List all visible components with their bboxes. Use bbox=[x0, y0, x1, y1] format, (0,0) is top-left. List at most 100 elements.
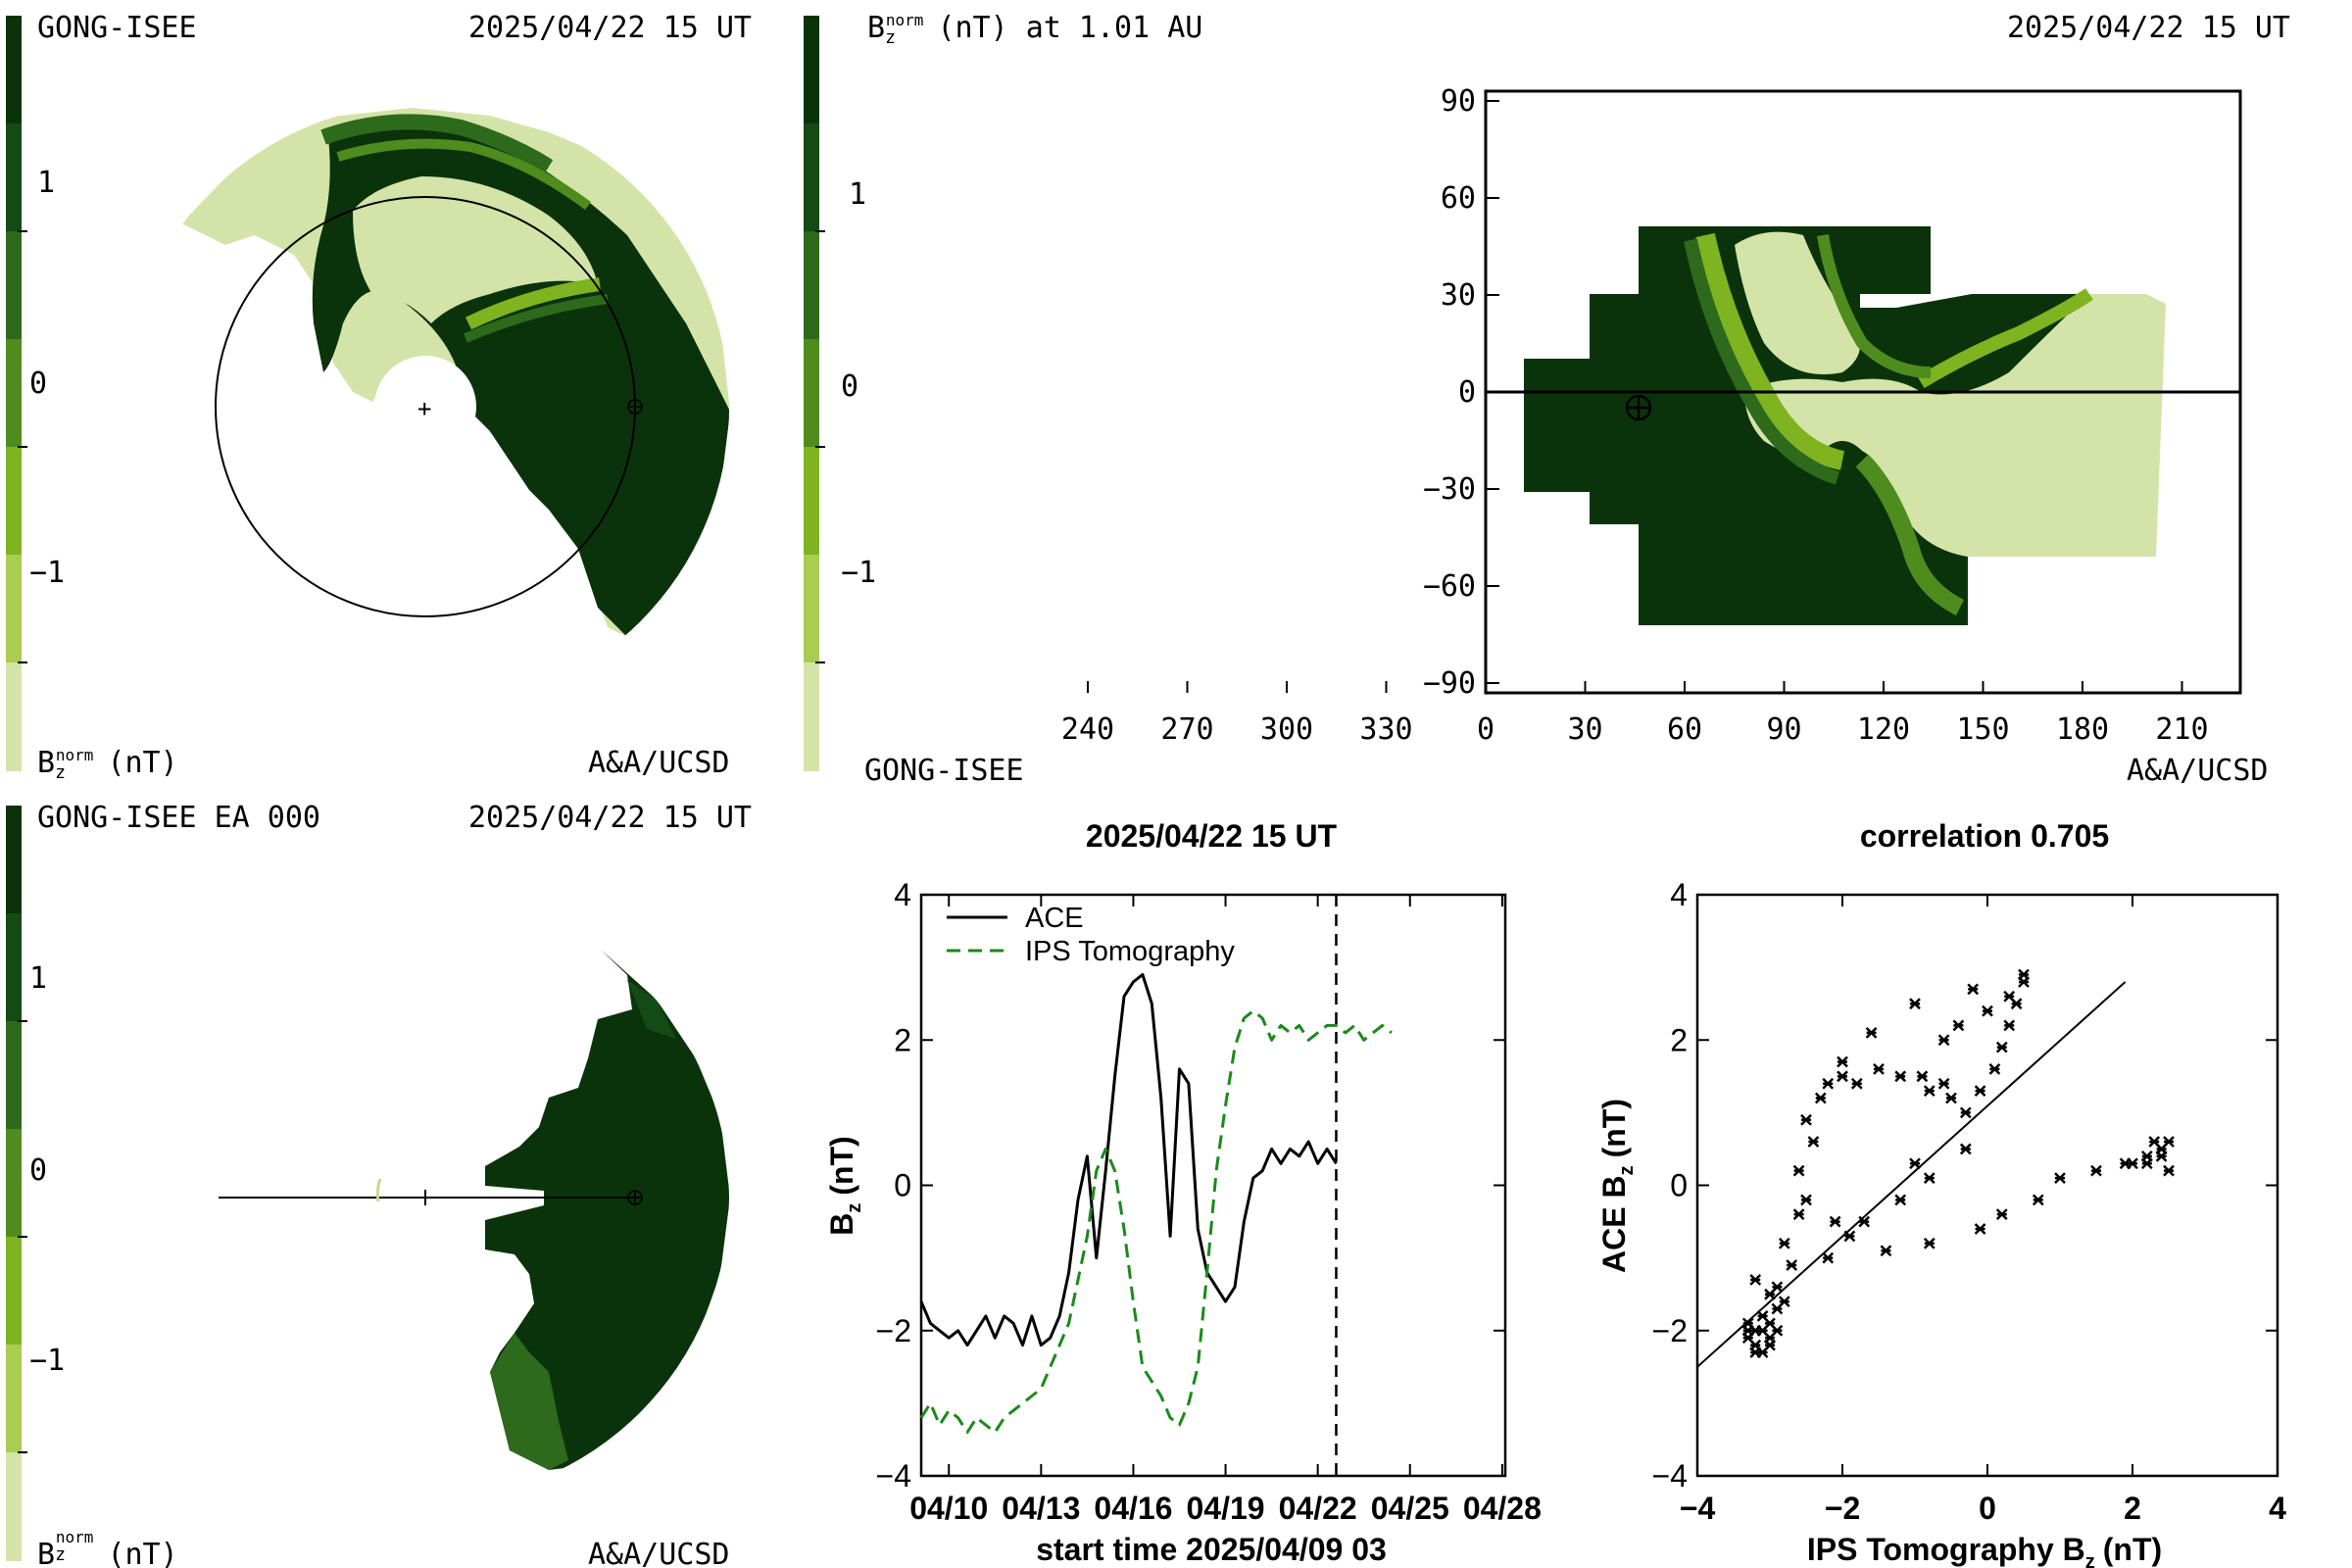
sc-data-point bbox=[1923, 1172, 1936, 1184]
sc-data-point bbox=[1771, 1281, 1784, 1294]
sc-data-point bbox=[1822, 1251, 1835, 1264]
tr-fill-pale-1 bbox=[1735, 231, 1860, 374]
tl-datetime-label: 2025/04/22 15 UT bbox=[468, 11, 752, 45]
sc-ylabel: ACE Bz(nT) bbox=[1596, 1099, 1638, 1273]
sc-data-point bbox=[1756, 1347, 1769, 1358]
sc-data-point bbox=[1807, 1136, 1820, 1148]
tr-bar-segment-3 bbox=[804, 339, 819, 448]
tr-xtick-label: 0 bbox=[1477, 712, 1494, 747]
sc-data-point bbox=[1974, 1085, 1986, 1098]
bl-bar-segment-1 bbox=[6, 913, 22, 1022]
tl-credit-label: A&A/UCSD bbox=[588, 746, 730, 780]
sc-xtick-label: −2 bbox=[1825, 1491, 1860, 1526]
tr-bar-segment-0 bbox=[804, 16, 819, 124]
tr-colorbar bbox=[804, 16, 825, 771]
tr-colorbar-tick-minus1: −1 bbox=[841, 556, 876, 590]
sc-data-point bbox=[1995, 1208, 2008, 1221]
tr-bar-segment-6 bbox=[804, 662, 819, 771]
tr-bar-segment-1 bbox=[804, 123, 819, 232]
tl-earth-marker bbox=[627, 399, 643, 415]
tr-earth-marker bbox=[1625, 394, 1652, 421]
tr-xtick-label: 330 bbox=[1359, 712, 1412, 747]
tl-bar-segment-0 bbox=[6, 16, 22, 124]
ts-xtick-label: 04/28 bbox=[1463, 1491, 1542, 1526]
tl-colorbar-tick-minus1: −1 bbox=[29, 556, 65, 590]
sc-data-point bbox=[1792, 1208, 1805, 1221]
tr-colorbar-tick-0: 0 bbox=[841, 369, 858, 404]
tr-contour-band-3 bbox=[1855, 454, 1965, 616]
tr-contour-band-1 bbox=[1695, 232, 1845, 470]
ts-ytick-label: 2 bbox=[894, 1022, 911, 1057]
tr-y-axis: 90 60 30 0 −30 −60 −90 bbox=[1423, 84, 1499, 701]
ts-xlabel: start time 2025/04/09 03 bbox=[1036, 1532, 1387, 1567]
tr-xtick-label: 210 bbox=[2155, 712, 2208, 747]
tl-contour-band-4 bbox=[464, 294, 609, 343]
ts-xtick-label: 04/22 bbox=[1279, 1491, 1357, 1526]
sc-data-point bbox=[2163, 1164, 2175, 1177]
tl-contour-band-3 bbox=[465, 277, 601, 330]
sc-data-point bbox=[1843, 1230, 1856, 1243]
sc-data-point bbox=[2032, 1194, 2044, 1206]
ts-series-ace-line bbox=[919, 973, 1338, 1348]
bl-source-label: GONG-ISEE EA 000 bbox=[37, 801, 320, 835]
tr-fill-pale-2 bbox=[1744, 294, 2166, 557]
sc-xtick-label: 2 bbox=[2124, 1491, 2141, 1526]
sc-data-point bbox=[1937, 1034, 1950, 1047]
tr-contour-band-2 bbox=[1684, 238, 1840, 485]
tl-bar-segment-5 bbox=[6, 555, 22, 663]
ts-legend-ace-label: ACE bbox=[1025, 903, 1084, 934]
sc-axes: 4 2 0 −2 −4−4 −2 0 2 4 bbox=[1652, 877, 2287, 1526]
sc-data-point bbox=[1865, 1026, 1878, 1039]
sc-data-point bbox=[1778, 1296, 1790, 1307]
bl-fill-dark bbox=[485, 949, 729, 1470]
sc-ytick-label: −2 bbox=[1652, 1313, 1688, 1348]
sc-xtick-label: 0 bbox=[1979, 1491, 1996, 1526]
tr-ytick-label: 30 bbox=[1441, 278, 1476, 313]
sc-data-point bbox=[1988, 1063, 2001, 1075]
sc-data-point bbox=[1850, 1077, 1863, 1090]
sc-data-point bbox=[1873, 1063, 1885, 1075]
tr-contour-band-4 bbox=[1917, 288, 2093, 389]
ts-ytick-label: 4 bbox=[894, 877, 911, 912]
bl-bar-segment-3 bbox=[6, 1129, 22, 1238]
bl-colorbar bbox=[6, 806, 27, 1561]
tl-bar-segment-1 bbox=[6, 123, 22, 232]
tl-inner-hole bbox=[374, 356, 476, 458]
ts-xtick-label: 04/19 bbox=[1187, 1491, 1265, 1526]
bl-earth-marker bbox=[627, 1190, 643, 1205]
sc-xtick-label: −4 bbox=[1680, 1491, 1716, 1526]
tl-fill-pale-inner bbox=[353, 176, 598, 323]
tr-credit-label: A&A/UCSD bbox=[2127, 754, 2269, 788]
sc-plot-frame bbox=[1695, 893, 2279, 1478]
sc-data-point bbox=[1937, 1077, 1950, 1090]
tr-datetime-label: 2025/04/22 15 UT bbox=[2007, 11, 2290, 45]
tr-ytick-label: −90 bbox=[1423, 666, 1476, 701]
sc-data-point bbox=[1800, 1113, 1812, 1126]
sc-data-point bbox=[1909, 998, 1921, 1010]
sc-data-point bbox=[1771, 1324, 1784, 1337]
sc-ytick-label: 2 bbox=[1670, 1022, 1688, 1057]
bl-colorbar-tick-0: 0 bbox=[29, 1153, 47, 1188]
sc-ytick-label: −4 bbox=[1652, 1458, 1688, 1494]
sc-data-point bbox=[2003, 1019, 2016, 1032]
ts-ytick-label: 0 bbox=[894, 1168, 911, 1203]
tl-fill-dark-lower bbox=[470, 284, 729, 637]
tr-xtick-label: 150 bbox=[1956, 712, 2009, 747]
tl-contour-band-2 bbox=[336, 138, 591, 211]
tl-colorbar-tick-0: 0 bbox=[29, 367, 47, 401]
tr-colorbar-tick-1: 1 bbox=[849, 177, 866, 212]
sc-data-point bbox=[2127, 1157, 2138, 1170]
bl-fill-mid bbox=[490, 1333, 568, 1470]
sc-xtick-label: 4 bbox=[2269, 1491, 2286, 1526]
ts-plot-frame bbox=[919, 893, 1507, 1478]
tl-sun-marker: + bbox=[417, 395, 431, 422]
ts-series bbox=[919, 895, 1393, 1476]
tr-xtick-label: 30 bbox=[1567, 712, 1602, 747]
sc-ytick-label: 0 bbox=[1670, 1168, 1688, 1203]
bl-map-fill bbox=[485, 949, 729, 1470]
sc-data-point bbox=[1858, 1215, 1871, 1228]
sc-data-point bbox=[1792, 1164, 1805, 1177]
ts-series-ips-line bbox=[919, 1009, 1393, 1434]
sc-data-point bbox=[1829, 1215, 1841, 1228]
